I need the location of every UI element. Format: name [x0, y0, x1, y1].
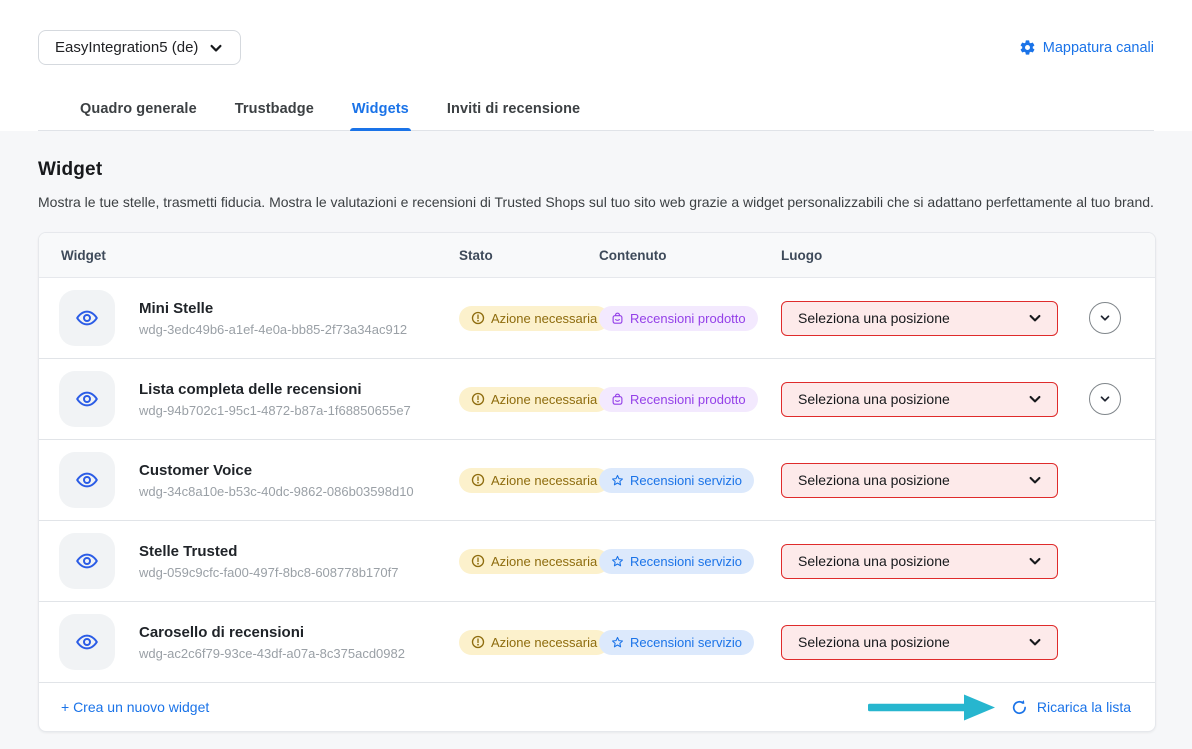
position-select[interactable]: Seleziona una posizione [781, 300, 1058, 336]
position-select-value: Seleziona una posizione [798, 553, 950, 569]
shop-selector-label: EasyIntegration5 (de) [55, 39, 199, 56]
position-select-value: Seleziona una posizione [798, 634, 950, 650]
position-select-value: Seleziona una posizione [798, 310, 950, 326]
eye-icon [75, 630, 99, 654]
table-row: Customer Voice wdg-34c8a10e-b53c-40dc-98… [39, 440, 1155, 521]
chevron-down-icon [208, 40, 224, 56]
service-reviews-star-icon [611, 636, 624, 649]
product-reviews-icon [611, 393, 624, 406]
tab-bar: Quadro generale Trustbadge Widgets Inviti d… [38, 91, 1154, 131]
warning-icon [471, 473, 485, 487]
widget-id: wdg-34c8a10e-b53c-40dc-9862-086b03598d10 [139, 483, 414, 499]
chevron-down-icon [1027, 310, 1043, 326]
tab-widgets[interactable]: Widgets [349, 91, 411, 131]
table-footer: + Crea un nuovo widget Ricarica la lista [39, 683, 1155, 731]
gear-icon [1019, 39, 1036, 56]
shop-selector-dropdown[interactable]: EasyIntegration5 (de) [38, 30, 242, 65]
warning-icon [471, 392, 485, 406]
tab-inviti-di-recensione[interactable]: Inviti di recensione [446, 101, 581, 117]
chevron-down-icon [1027, 472, 1043, 488]
service-reviews-star-icon [611, 474, 624, 487]
warning-icon [471, 311, 485, 325]
position-select[interactable]: Seleziona una posizione [781, 624, 1058, 660]
column-header-luogo: Luogo [781, 247, 823, 263]
chevron-down-icon [1027, 634, 1043, 650]
widget-id: wdg-94b702c1-95c1-4872-b87a-1f68850655e7 [139, 402, 411, 418]
preview-widget-button[interactable] [59, 452, 115, 508]
tab-quadro-generale[interactable]: Quadro generale [80, 101, 197, 117]
table-header: Widget Stato Contenuto Luogo [39, 233, 1155, 278]
widget-name: Lista completa delle recensioni [139, 380, 362, 398]
expand-row-button[interactable] [1089, 302, 1121, 334]
annotation-arrow-icon [867, 694, 996, 721]
warning-icon [471, 554, 485, 568]
tab-trustbadge[interactable]: Trustbadge [234, 101, 314, 117]
channel-mapping-link[interactable]: Mappatura canali [1019, 39, 1154, 56]
eye-icon [75, 468, 99, 492]
widget-name: Mini Stelle [139, 299, 214, 317]
table-row: Lista completa delle recensioni wdg-94b7… [39, 359, 1155, 440]
column-header-stato: Stato [459, 247, 493, 263]
content-badge: Recensioni servizio [599, 629, 754, 655]
chevron-down-icon [1098, 392, 1112, 406]
position-select[interactable]: Seleziona una posizione [781, 381, 1058, 417]
widget-name: Carosello di recensioni [139, 623, 305, 641]
position-select-value: Seleziona una posizione [798, 472, 950, 488]
position-select-value: Seleziona una posizione [798, 391, 950, 407]
table-body: Mini Stelle wdg-3edc49b6-a1ef-4e0a-bb85-… [39, 278, 1155, 683]
status-badge: Azione necessaria [459, 386, 610, 412]
chevron-down-icon [1098, 311, 1112, 325]
page-description: Mostra le tue stelle, trasmetti fiducia.… [38, 194, 1154, 210]
content-badge: Recensioni prodotto [599, 305, 758, 331]
service-reviews-star-icon [611, 555, 624, 568]
position-select[interactable]: Seleziona una posizione [781, 543, 1058, 579]
preview-widget-button[interactable] [59, 614, 115, 670]
table-row: Stelle Trusted wdg-059c9cfc-fa00-497f-8b… [39, 521, 1155, 602]
column-header-widget: Widget [61, 247, 106, 263]
expand-row-button[interactable] [1089, 383, 1121, 415]
table-row: Mini Stelle wdg-3edc49b6-a1ef-4e0a-bb85-… [39, 278, 1155, 359]
content-badge: Recensioni prodotto [599, 386, 758, 412]
preview-widget-button[interactable] [59, 290, 115, 346]
eye-icon [75, 306, 99, 330]
content-badge: Recensioni servizio [599, 467, 754, 493]
status-badge: Azione necessaria [459, 467, 610, 493]
status-badge: Azione necessaria [459, 305, 610, 331]
channel-mapping-label: Mappatura canali [1042, 39, 1154, 56]
table-row: Carosello di recensioni wdg-ac2c6f79-93c… [39, 602, 1155, 683]
product-reviews-icon [611, 312, 624, 325]
chevron-down-icon [1027, 391, 1043, 407]
status-badge: Azione necessaria [459, 629, 610, 655]
widget-name: Customer Voice [139, 461, 253, 479]
main-content: Widget Mostra le tue stelle, trasmetti f… [0, 131, 1192, 732]
create-widget-link[interactable]: + Crea un nuovo widget [61, 699, 210, 715]
widget-id: wdg-3edc49b6-a1ef-4e0a-bb85-2f73a34ac912 [139, 321, 408, 337]
refresh-icon [1011, 699, 1028, 716]
eye-icon [75, 549, 99, 573]
preview-widget-button[interactable] [59, 533, 115, 589]
eye-icon [75, 387, 99, 411]
status-badge: Azione necessaria [459, 548, 610, 574]
position-select[interactable]: Seleziona una posizione [781, 462, 1058, 498]
column-header-contenuto: Contenuto [599, 247, 667, 263]
widget-table: Widget Stato Contenuto Luogo Mini Stelle… [38, 232, 1156, 732]
page-title: Widget [38, 159, 103, 180]
widget-name: Stelle Trusted [139, 542, 238, 560]
widget-id: wdg-059c9cfc-fa00-497f-8bc8-608778b170f7 [139, 564, 399, 580]
top-header: EasyIntegration5 (de) Mappatura canali Q… [0, 0, 1192, 131]
reload-list-link[interactable]: Ricarica la lista [1036, 699, 1131, 715]
preview-widget-button[interactable] [59, 371, 115, 427]
warning-icon [471, 635, 485, 649]
chevron-down-icon [1027, 553, 1043, 569]
widget-id: wdg-ac2c6f79-93ce-43df-a07a-8c375acd0982 [139, 645, 405, 661]
content-badge: Recensioni servizio [599, 548, 754, 574]
reload-group: Ricarica la lista [867, 694, 1131, 721]
